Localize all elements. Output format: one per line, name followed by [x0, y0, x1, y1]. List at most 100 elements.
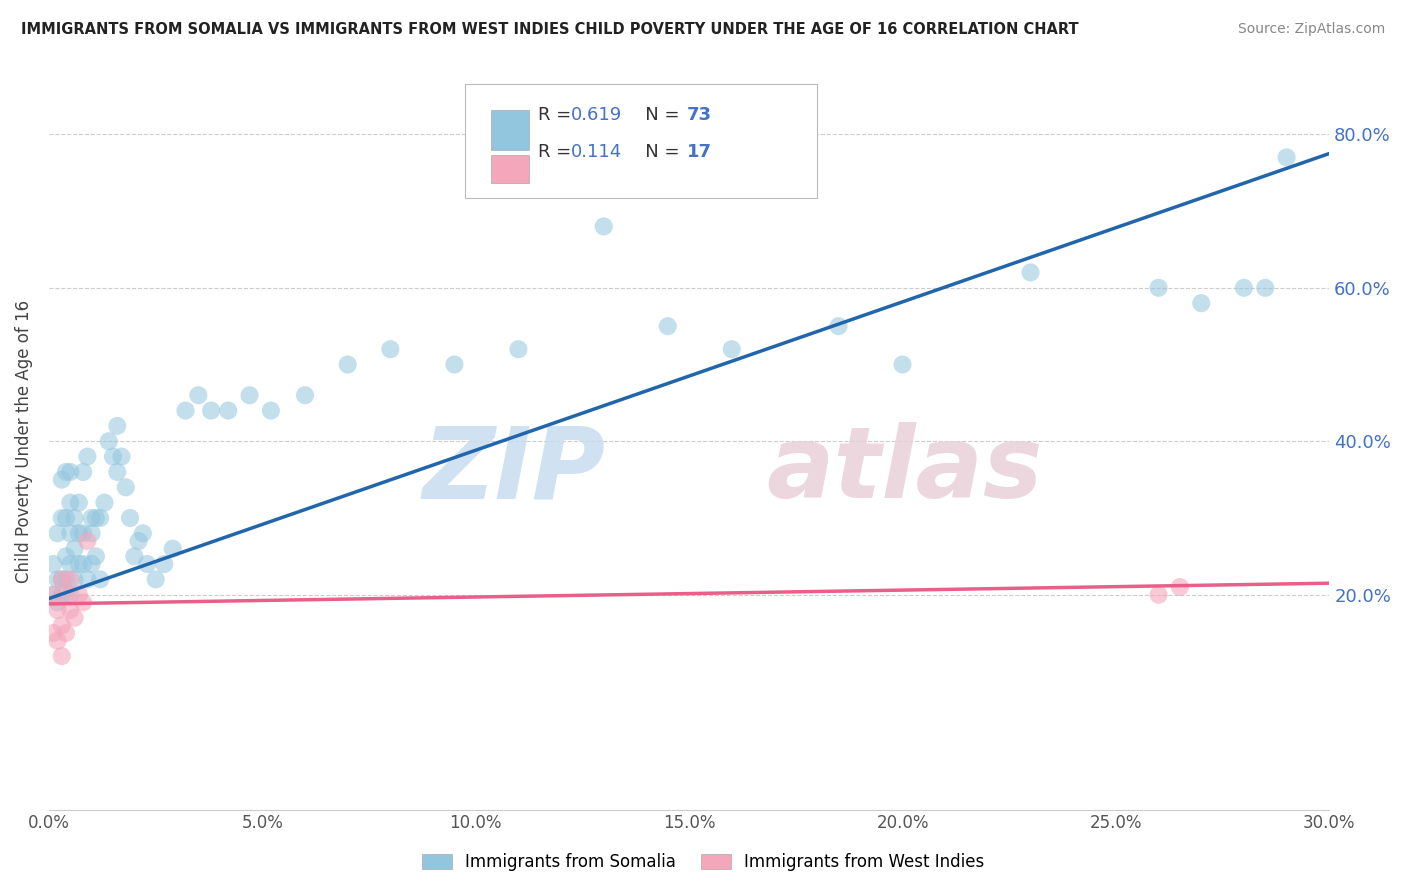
- Point: [1254, 281, 1277, 295]
- Point: [42, 626, 65, 640]
- Point: [294, 388, 316, 402]
- Point: [59, 603, 82, 617]
- Point: [260, 403, 283, 417]
- Text: IMMIGRANTS FROM SOMALIA VS IMMIGRANTS FROM WEST INDIES CHILD POVERTY UNDER THE A: IMMIGRANTS FROM SOMALIA VS IMMIGRANTS FR…: [21, 22, 1078, 37]
- Point: [55, 573, 77, 587]
- Point: [105, 465, 128, 479]
- Point: [55, 465, 77, 479]
- Point: [1233, 281, 1256, 295]
- Point: [55, 549, 77, 564]
- Point: [67, 526, 90, 541]
- Point: [89, 511, 111, 525]
- Text: R =: R =: [538, 143, 576, 161]
- Text: R =: R =: [538, 106, 576, 124]
- Point: [46, 573, 69, 587]
- Point: [380, 342, 402, 356]
- Point: [42, 588, 65, 602]
- Point: [114, 480, 136, 494]
- Point: [101, 450, 124, 464]
- Point: [51, 588, 73, 602]
- Point: [120, 511, 142, 525]
- Legend: Immigrants from Somalia, Immigrants from West Indies: Immigrants from Somalia, Immigrants from…: [413, 845, 993, 880]
- Text: 0.619: 0.619: [571, 106, 623, 124]
- Point: [238, 388, 260, 402]
- Point: [42, 557, 65, 571]
- Point: [59, 495, 82, 509]
- Point: [891, 358, 914, 372]
- Point: [72, 595, 94, 609]
- Point: [67, 557, 90, 571]
- Point: [55, 626, 77, 640]
- Point: [217, 403, 239, 417]
- Point: [153, 557, 176, 571]
- Point: [80, 557, 103, 571]
- Point: [1147, 588, 1170, 602]
- Point: [76, 534, 98, 549]
- Point: [59, 573, 82, 587]
- Point: [124, 549, 146, 564]
- Point: [51, 573, 73, 587]
- Point: [89, 573, 111, 587]
- Text: N =: N =: [627, 106, 685, 124]
- Point: [51, 618, 73, 632]
- Text: atlas: atlas: [766, 422, 1042, 519]
- Point: [46, 633, 69, 648]
- Point: [42, 588, 65, 602]
- Point: [105, 418, 128, 433]
- Point: [59, 588, 82, 602]
- Point: [1189, 296, 1212, 310]
- Point: [59, 526, 82, 541]
- Text: 17: 17: [686, 143, 711, 161]
- Point: [59, 557, 82, 571]
- Point: [1275, 150, 1298, 164]
- Point: [72, 465, 94, 479]
- Point: [63, 541, 86, 556]
- Point: [76, 450, 98, 464]
- Point: [59, 465, 82, 479]
- Point: [51, 573, 73, 587]
- Point: [136, 557, 159, 571]
- Point: [443, 358, 465, 372]
- Text: Source: ZipAtlas.com: Source: ZipAtlas.com: [1237, 22, 1385, 37]
- Point: [1147, 281, 1170, 295]
- Point: [51, 649, 73, 664]
- Point: [55, 588, 77, 602]
- Point: [76, 573, 98, 587]
- Text: N =: N =: [627, 143, 685, 161]
- Point: [657, 319, 679, 334]
- Point: [508, 342, 530, 356]
- Point: [84, 511, 107, 525]
- Point: [174, 403, 197, 417]
- Point: [187, 388, 209, 402]
- Point: [80, 511, 103, 525]
- FancyBboxPatch shape: [491, 110, 529, 151]
- Point: [1168, 580, 1191, 594]
- FancyBboxPatch shape: [491, 155, 529, 184]
- Point: [46, 603, 69, 617]
- Point: [55, 511, 77, 525]
- Point: [93, 495, 115, 509]
- Point: [145, 573, 167, 587]
- Point: [51, 473, 73, 487]
- Text: ZIP: ZIP: [423, 422, 606, 519]
- Point: [1019, 265, 1042, 279]
- Point: [200, 403, 222, 417]
- Point: [67, 588, 90, 602]
- Point: [162, 541, 184, 556]
- Point: [46, 526, 69, 541]
- Point: [110, 450, 132, 464]
- Point: [72, 557, 94, 571]
- Point: [51, 511, 73, 525]
- Point: [46, 595, 69, 609]
- Text: 0.114: 0.114: [571, 143, 623, 161]
- Point: [80, 526, 103, 541]
- Point: [97, 434, 120, 449]
- Y-axis label: Child Poverty Under the Age of 16: Child Poverty Under the Age of 16: [15, 300, 32, 582]
- Point: [63, 511, 86, 525]
- Point: [592, 219, 614, 234]
- Point: [827, 319, 849, 334]
- Point: [128, 534, 150, 549]
- Point: [67, 495, 90, 509]
- Point: [84, 549, 107, 564]
- Point: [63, 573, 86, 587]
